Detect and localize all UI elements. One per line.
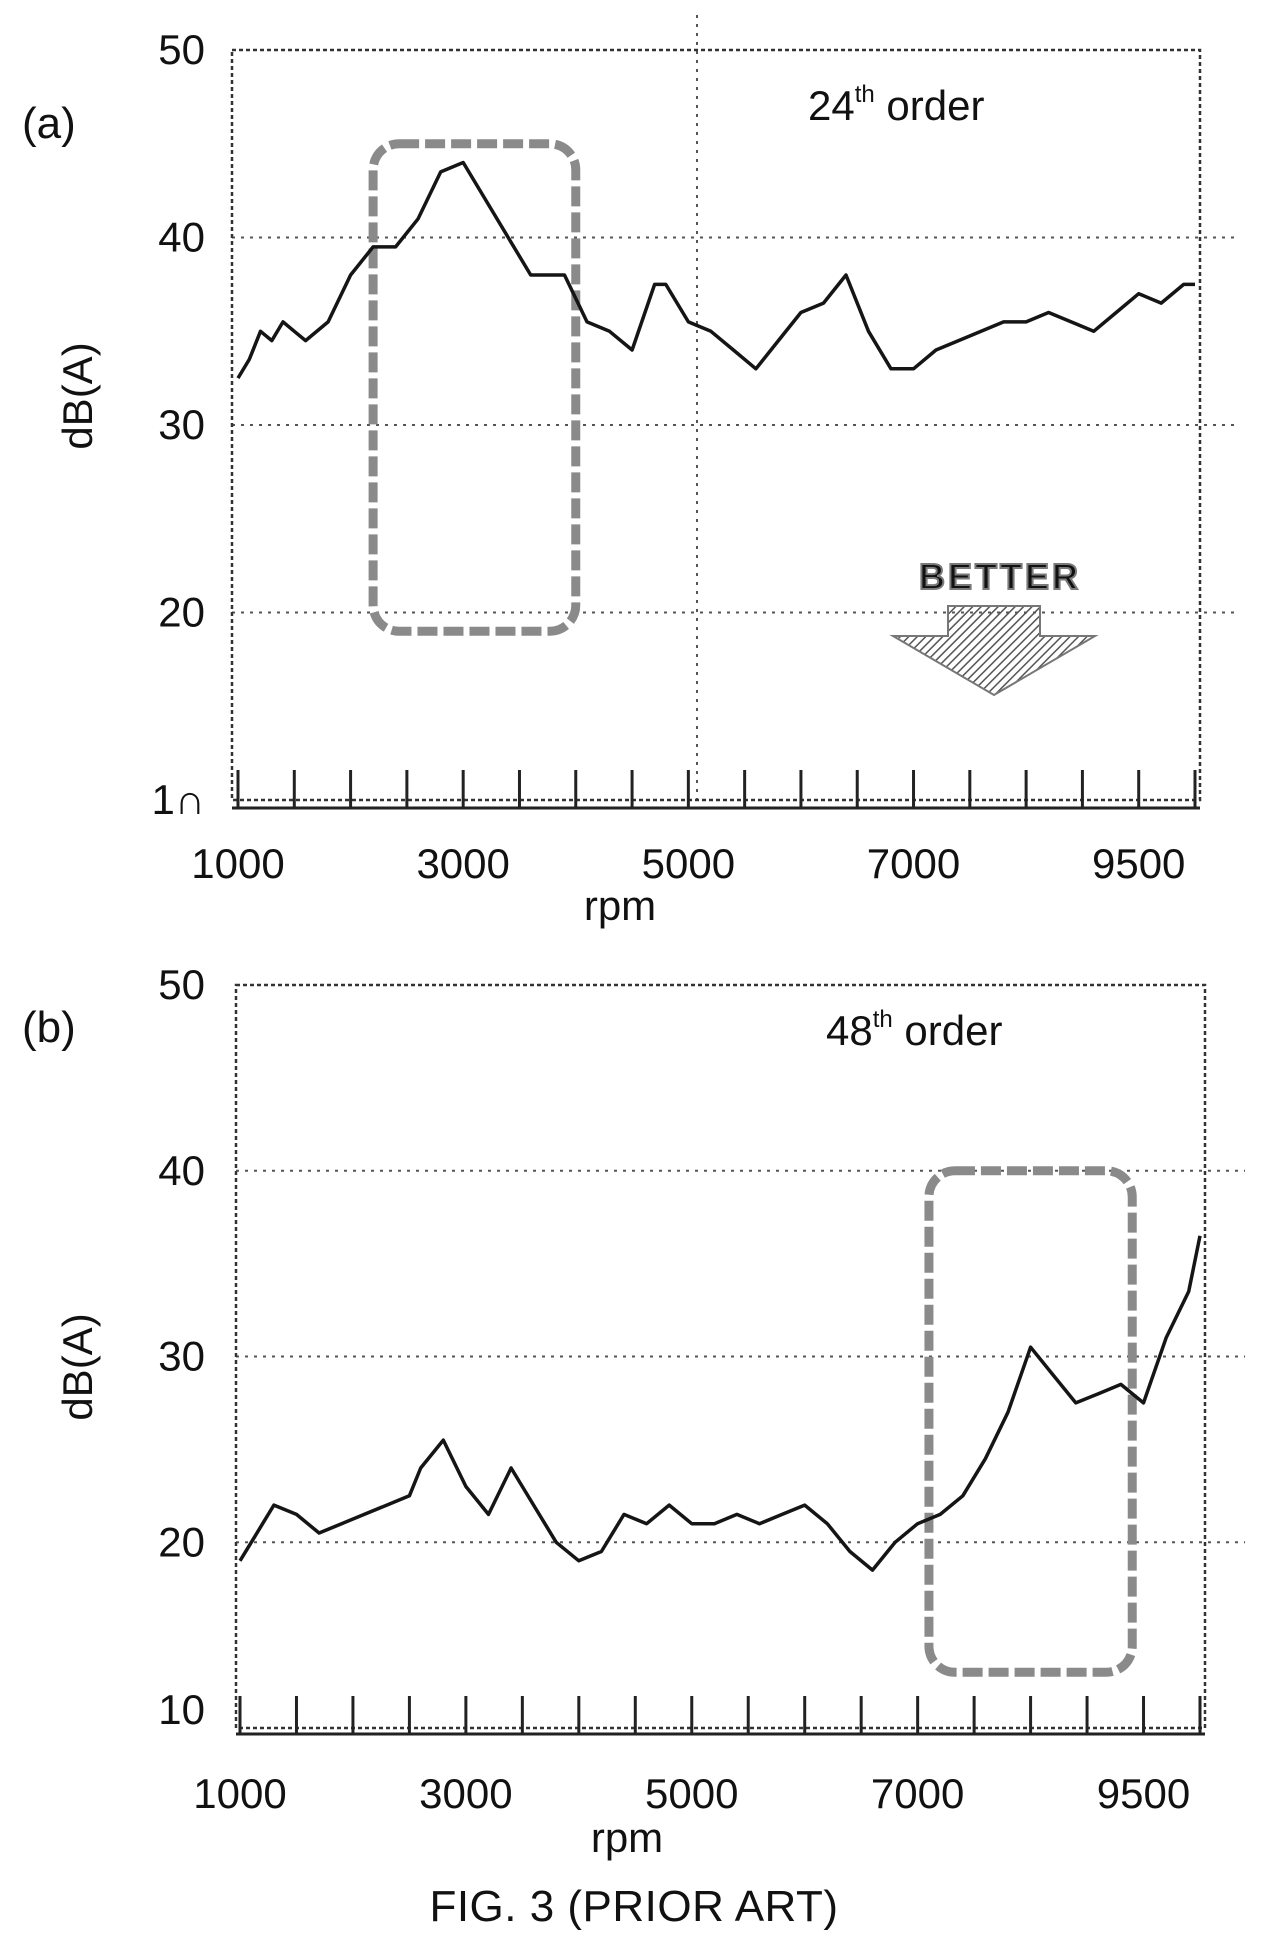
y-axis-label-b: dB(A) (54, 1313, 101, 1420)
y-tick-label-a-20: 20 (158, 589, 205, 636)
x-tick-label-a-3: 7000 (867, 840, 960, 887)
y-tick-label-a-40: 40 (158, 214, 205, 261)
figure-caption: FIG. 3 (PRIOR ART) (429, 1882, 839, 1931)
x-tick-label-b-0: 1000 (193, 1770, 286, 1817)
plot-frame-a (230, 48, 1202, 802)
chart-title-a-rest: order (875, 82, 985, 129)
x-tick-label-a-1: 3000 (416, 840, 509, 887)
chart-title-b: 48th order (826, 1006, 1002, 1054)
x-tick-label-a-2: 5000 (642, 840, 735, 887)
panel-label-a: (a) (22, 99, 76, 148)
chart-title-a-sup: th (855, 81, 875, 108)
chart-title-a: 24th order (808, 81, 984, 129)
y-axis-label-a: dB(A) (54, 342, 101, 449)
highlight-region-a (368, 139, 581, 636)
x-tick-label-b-1: 3000 (419, 1770, 512, 1817)
y-tick-label-b-50: 50 (158, 961, 205, 1008)
x-axis-label-b: rpm (591, 1814, 663, 1861)
better-arrow-annotation: BETTER (889, 555, 1099, 697)
plot-frame-b (234, 983, 1207, 1730)
chart-panel-a: (a) dB(A) rpm 24th order BETTER 1000 3000… (22, 15, 1240, 929)
chart-title-a-main: 24 (808, 82, 855, 129)
series-line-a-0 (236, 160, 1195, 380)
x-tick-label-a-0: 1000 (191, 840, 284, 887)
panel-label-b: (b) (22, 1003, 76, 1052)
down-arrow-icon (889, 605, 1099, 697)
y-tick-label-a-50: 50 (158, 26, 205, 73)
chart-title-b-sup: th (873, 1006, 893, 1033)
x-tick-label-b-3: 7000 (871, 1770, 964, 1817)
x-axis-label-a: rpm (584, 882, 656, 929)
x-tick-label-b-2: 5000 (645, 1770, 738, 1817)
y-tick-label-a-10: 1∩ (151, 776, 205, 823)
x-tick-label-a-4: 9500 (1092, 840, 1185, 887)
y-tick-label-b-10: 10 (158, 1686, 205, 1733)
y-tick-label-a-30: 30 (158, 401, 205, 448)
better-label: BETTER (919, 556, 1081, 597)
series-line-b-0 (238, 1235, 1202, 1572)
chart-panel-b: (b) dB(A) rpm 48th order 1000 3000 5000 700… (22, 961, 1245, 1861)
chart-title-b-main: 48 (826, 1007, 873, 1054)
chart-title-b-rest: order (893, 1007, 1003, 1054)
y-tick-label-b-30: 30 (158, 1333, 205, 1380)
y-tick-label-b-40: 40 (158, 1147, 205, 1194)
x-tick-label-b-4: 9500 (1097, 1770, 1190, 1817)
highlight-region-b (924, 1166, 1137, 1677)
y-tick-label-b-20: 20 (158, 1518, 205, 1565)
